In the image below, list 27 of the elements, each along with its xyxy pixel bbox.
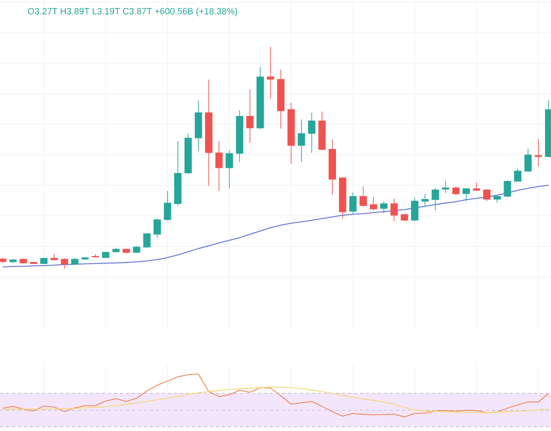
candlestick [266,46,274,99]
candlestick [298,119,306,162]
candlestick [164,190,172,221]
candlestick [514,168,522,182]
candlestick [432,188,439,211]
candlestick [504,180,512,198]
candlestick [472,182,480,192]
candlestick [349,192,357,214]
candlestick [226,150,233,189]
chart-title: O3.27T H3.89T L3.19T C3.87T +600.56B (+18.38%) [28,8,238,16]
candlestick [411,197,418,222]
candlestick [421,194,429,206]
candlestick [360,186,367,207]
candlestick [462,188,470,202]
candlestick [442,180,450,194]
candlestick [215,140,223,192]
candlestick [390,198,398,222]
candlestick [308,112,316,154]
candlestick [380,200,388,214]
candlestick [534,138,542,167]
candlestick [483,188,490,202]
candlestick [246,89,254,144]
candlestick [370,196,378,211]
candlestick [60,258,68,270]
candlestick [524,148,532,172]
candlestick [154,218,161,238]
candlestick [143,232,151,248]
